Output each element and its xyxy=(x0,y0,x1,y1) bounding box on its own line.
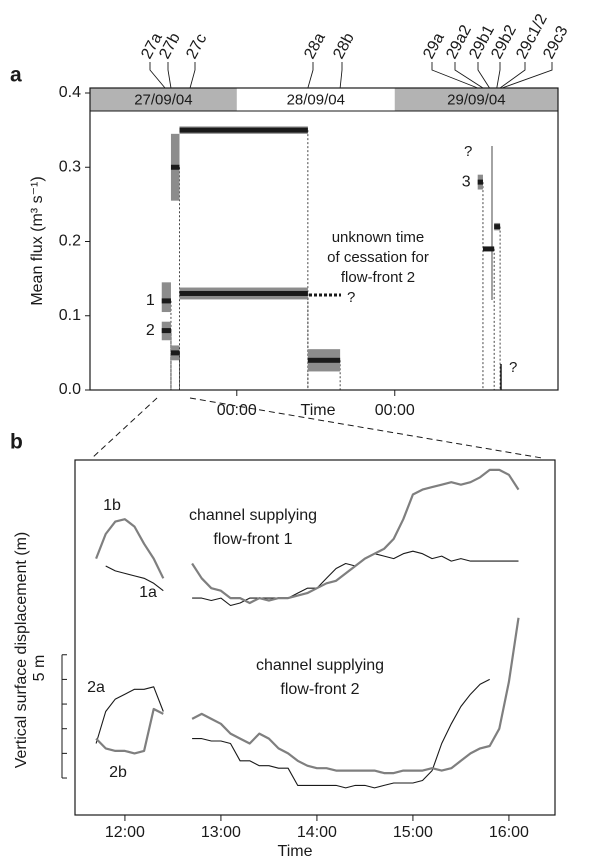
event-leader xyxy=(339,62,343,89)
y-tick-label: 0.3 xyxy=(59,158,81,175)
unknown-mark: ? xyxy=(509,359,517,376)
y-tick-label: 0.4 xyxy=(59,84,81,101)
plot-frame xyxy=(74,459,556,816)
event-leader xyxy=(167,62,172,89)
date-band xyxy=(394,88,558,111)
event-label: 28b xyxy=(330,30,358,62)
flux-bar xyxy=(477,179,483,185)
series-label: 1b xyxy=(103,497,121,514)
date-band-label: 28/09/04 xyxy=(287,91,345,108)
x-tick-label: 15:00 xyxy=(393,824,433,841)
zoom-line xyxy=(91,397,158,459)
date-band-label: 27/09/04 xyxy=(134,91,192,108)
event-leader xyxy=(477,62,490,89)
y-tick-label: 0.0 xyxy=(59,381,81,398)
event-leader xyxy=(499,62,526,89)
segment-label: 3 xyxy=(462,173,471,190)
event-leader xyxy=(189,62,196,89)
x-tick-label: 00:00 xyxy=(375,402,415,419)
y-tick-label: 0.2 xyxy=(59,233,81,250)
series-line xyxy=(95,678,490,789)
event-leader xyxy=(496,62,501,89)
series-line xyxy=(95,617,520,775)
event-label: 27c xyxy=(183,31,210,62)
event-leader xyxy=(501,62,553,89)
y-axis-label: Mean flux (m³ s⁻¹) xyxy=(29,176,46,305)
event-label: 28a xyxy=(301,30,329,62)
annotation: channel supplying xyxy=(256,657,384,674)
event-leader xyxy=(431,62,478,89)
flux-bar xyxy=(482,246,495,252)
segment-label: 1 xyxy=(146,292,155,309)
series-label: 1a xyxy=(139,584,157,601)
panel-label: b xyxy=(10,431,23,454)
event-leader xyxy=(149,62,166,89)
event-label: 27b xyxy=(156,30,184,62)
x-tick-label: 00:00 xyxy=(217,402,257,419)
plot-frame xyxy=(89,87,559,391)
event-label: 29a xyxy=(420,30,448,62)
annotation: of cessation for xyxy=(327,249,429,266)
date-band-label: 29/09/04 xyxy=(447,91,505,108)
y-axis-label: Vertical surface displacement (m) xyxy=(13,532,30,769)
flux-bar xyxy=(179,290,308,296)
x-tick-label: 13:00 xyxy=(201,824,241,841)
uncertainty-box xyxy=(161,282,171,313)
x-tick-label: 14:00 xyxy=(297,824,337,841)
series-label: 2a xyxy=(87,679,105,696)
flux-bar xyxy=(170,164,180,170)
x-tick-label: 12:00 xyxy=(105,824,145,841)
series-line xyxy=(105,550,519,607)
date-band xyxy=(90,88,237,111)
flux-bar xyxy=(307,357,341,363)
panel-label: a xyxy=(10,64,22,87)
x-tick-label: 16:00 xyxy=(489,824,529,841)
event-leader xyxy=(454,62,484,89)
annotation: flow-front 2 xyxy=(341,269,415,286)
y-tick-label: 0.1 xyxy=(59,307,81,324)
unknown-mark: ? xyxy=(464,143,472,160)
annotation: flow-front 1 xyxy=(213,531,292,548)
flux-bar xyxy=(161,298,171,304)
x-axis-label: Time xyxy=(278,843,313,860)
annotation: unknown time xyxy=(332,229,425,246)
segment-label: 2 xyxy=(146,322,155,339)
x-axis-label: Time xyxy=(301,402,336,419)
annotation: channel supplying xyxy=(189,507,317,524)
flux-bar xyxy=(494,224,501,230)
flux-bar xyxy=(161,328,171,334)
annotation: flow-front 2 xyxy=(280,681,359,698)
scale-bar-label: 5 m xyxy=(31,655,48,682)
series-label: 2b xyxy=(109,764,127,781)
flux-bar xyxy=(179,127,308,133)
unknown-mark: ? xyxy=(347,289,355,306)
event-leader xyxy=(307,62,314,89)
flux-bar xyxy=(170,350,180,356)
series-line xyxy=(95,468,520,605)
